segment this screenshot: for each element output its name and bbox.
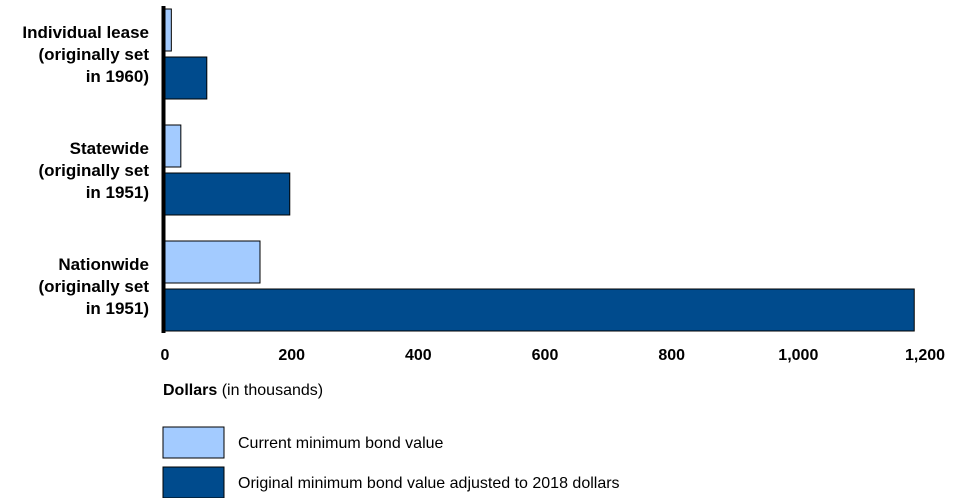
x-tick-labels: 0 200 400 600 800 1,000 1,200: [161, 347, 946, 364]
x-axis-label-bold: Dollars: [163, 382, 217, 399]
category-label-line: (originally set: [38, 45, 149, 64]
bar-adjusted-1: [164, 172, 291, 216]
x-tick-label: 800: [658, 347, 685, 364]
category-label-1: Statewide (originally set in 1951): [38, 139, 149, 202]
category-label-line: (originally set: [38, 277, 149, 296]
category-label-line: Individual lease: [22, 23, 149, 42]
bar-current-0: [164, 8, 172, 52]
x-tick-label: 400: [405, 347, 432, 364]
x-axis-label-unit: (in thousands): [217, 382, 323, 399]
legend: Current minimum bond value Original minim…: [162, 426, 620, 498]
category-label-0: Individual lease (originally set in 1960): [22, 23, 149, 86]
legend-swatch-0: [162, 426, 225, 459]
x-tick-label: 1,000: [778, 347, 818, 364]
x-tick-label: 600: [532, 347, 559, 364]
category-labels: Individual lease (originally set in 1960) S…: [22, 23, 149, 318]
category-label-line: Nationwide: [58, 255, 149, 274]
legend-label-0: Current minimum bond value: [238, 435, 444, 452]
x-tick-label: 0: [161, 347, 170, 364]
legend-swatch-1: [162, 466, 225, 498]
category-label-line: in 1951): [86, 183, 149, 202]
x-tick-label: 200: [278, 347, 305, 364]
category-label-line: in 1960): [86, 67, 149, 86]
category-label-line: Statewide: [70, 139, 149, 158]
bars-group: [164, 8, 915, 332]
x-tick-label: 1,200: [905, 347, 945, 364]
category-label-line: in 1951): [86, 299, 149, 318]
x-axis-label: Dollars (in thousands): [163, 382, 323, 399]
bar-current-2: [164, 240, 261, 284]
bar-current-1: [164, 124, 182, 168]
bar-adjusted-2: [164, 288, 915, 332]
legend-label-1: Original minimum bond value adjusted to …: [238, 475, 620, 492]
bar-adjusted-0: [164, 56, 208, 100]
category-label-2: Nationwide (originally set in 1951): [38, 255, 149, 318]
category-label-line: (originally set: [38, 161, 149, 180]
